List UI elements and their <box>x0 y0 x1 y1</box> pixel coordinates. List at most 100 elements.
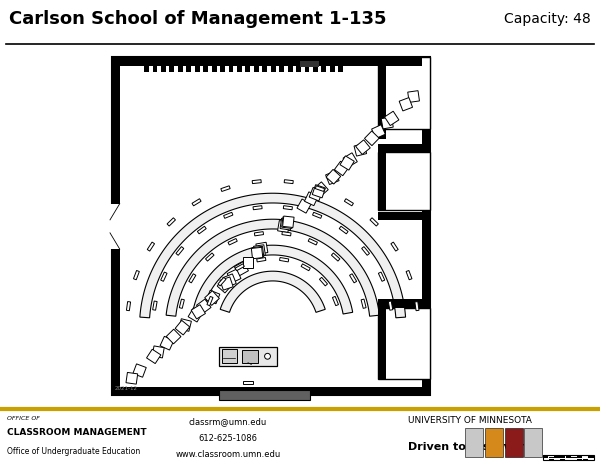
Polygon shape <box>244 381 253 384</box>
Polygon shape <box>326 172 339 185</box>
Polygon shape <box>188 308 202 322</box>
Polygon shape <box>350 274 356 283</box>
Polygon shape <box>206 291 220 304</box>
Polygon shape <box>147 243 155 251</box>
Polygon shape <box>197 227 206 234</box>
Bar <box>566 455 571 456</box>
Polygon shape <box>312 185 325 199</box>
Bar <box>560 455 565 456</box>
Bar <box>212 66 217 73</box>
Bar <box>577 459 582 460</box>
Polygon shape <box>127 302 131 311</box>
Polygon shape <box>309 188 323 201</box>
Polygon shape <box>254 232 263 236</box>
Polygon shape <box>343 153 358 168</box>
Polygon shape <box>406 271 412 280</box>
Bar <box>262 66 267 73</box>
Polygon shape <box>280 258 289 263</box>
Bar <box>296 66 301 73</box>
Bar <box>548 459 554 460</box>
Polygon shape <box>313 213 322 219</box>
Polygon shape <box>391 243 398 251</box>
Text: classrm@umn.edu: classrm@umn.edu <box>189 417 267 425</box>
Text: Carlson School of Management 1-135: Carlson School of Management 1-135 <box>9 10 386 27</box>
Bar <box>524 428 542 457</box>
Polygon shape <box>133 364 146 377</box>
Polygon shape <box>191 305 205 319</box>
Polygon shape <box>252 180 261 184</box>
Polygon shape <box>297 200 311 214</box>
Polygon shape <box>370 219 379 226</box>
Polygon shape <box>362 247 370 256</box>
Polygon shape <box>176 247 184 256</box>
Polygon shape <box>364 131 379 146</box>
Polygon shape <box>192 199 201 206</box>
Polygon shape <box>161 273 167 282</box>
Polygon shape <box>385 112 399 126</box>
Bar <box>577 455 582 456</box>
Bar <box>229 66 233 73</box>
Polygon shape <box>152 301 157 311</box>
Bar <box>571 457 577 458</box>
Bar <box>300 62 319 68</box>
Bar <box>187 66 191 73</box>
Polygon shape <box>319 278 328 286</box>
Polygon shape <box>356 141 370 155</box>
Polygon shape <box>218 278 226 286</box>
Text: UNIVERSITY OF MINNESOTA: UNIVERSITY OF MINNESOTA <box>408 416 532 425</box>
Bar <box>560 459 565 460</box>
Polygon shape <box>340 156 354 171</box>
Bar <box>571 458 577 459</box>
Bar <box>161 66 166 73</box>
Bar <box>152 66 157 73</box>
Polygon shape <box>379 273 385 282</box>
Polygon shape <box>281 218 293 229</box>
Bar <box>178 66 183 73</box>
Polygon shape <box>283 217 294 228</box>
Bar <box>220 66 225 73</box>
Polygon shape <box>415 302 419 311</box>
Polygon shape <box>206 253 214 262</box>
Bar <box>378 144 430 152</box>
Polygon shape <box>339 227 348 234</box>
Polygon shape <box>217 279 232 293</box>
Bar <box>112 387 430 395</box>
Text: OFFICE OF: OFFICE OF <box>7 416 40 420</box>
Bar <box>219 347 277 366</box>
Polygon shape <box>166 330 181 344</box>
Polygon shape <box>152 346 164 358</box>
Bar <box>313 66 318 73</box>
Bar <box>422 58 430 395</box>
Bar <box>378 212 430 220</box>
Bar <box>560 457 565 458</box>
Polygon shape <box>332 297 338 306</box>
Bar <box>322 66 326 73</box>
Polygon shape <box>257 258 266 263</box>
Bar <box>589 457 593 458</box>
Polygon shape <box>242 257 253 268</box>
Bar <box>378 152 386 211</box>
Bar <box>548 455 554 456</box>
Bar <box>330 66 335 73</box>
Polygon shape <box>326 170 341 185</box>
Text: Office of Undergraduate Education: Office of Undergraduate Education <box>7 445 140 455</box>
Polygon shape <box>205 291 220 306</box>
Text: 2021-12: 2021-12 <box>115 385 138 390</box>
Polygon shape <box>253 206 262 210</box>
Text: CLASSROOM MANAGEMENT: CLASSROOM MANAGEMENT <box>7 427 147 436</box>
Bar <box>112 58 430 395</box>
Bar <box>287 66 293 73</box>
Polygon shape <box>308 239 317 245</box>
Bar <box>543 457 548 458</box>
Bar <box>583 459 588 460</box>
Bar <box>554 457 560 458</box>
Bar <box>548 457 554 458</box>
Polygon shape <box>193 246 353 314</box>
Polygon shape <box>160 337 174 350</box>
Bar <box>378 58 422 66</box>
Text: Driven to Discover℠: Driven to Discover℠ <box>408 441 535 451</box>
Bar <box>195 66 200 73</box>
Bar <box>222 349 236 363</box>
Bar <box>203 66 208 73</box>
Polygon shape <box>408 92 419 103</box>
